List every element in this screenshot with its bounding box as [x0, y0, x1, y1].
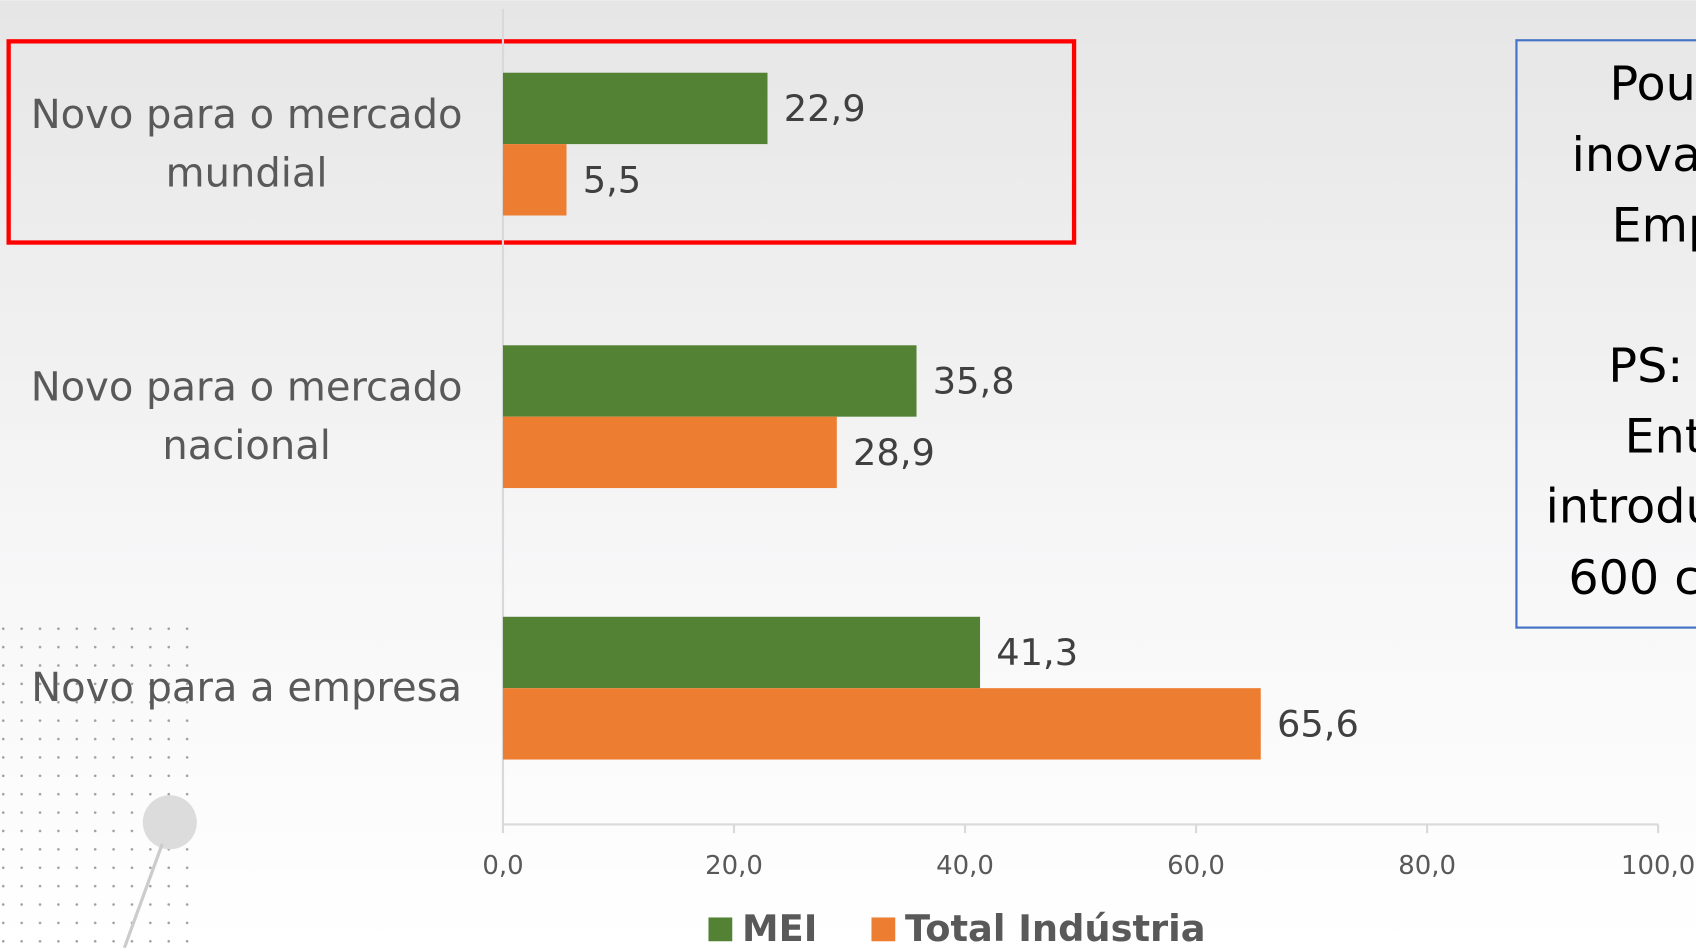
note-text: introdu: [1546, 480, 1696, 535]
data-label: 65,6: [1277, 703, 1359, 746]
note-text: 600 c: [1568, 551, 1696, 606]
note-text: inova: [1572, 128, 1696, 183]
category-wrap: Novo para o mercado mundial: [9, 58, 485, 231]
bar: [502, 416, 837, 489]
legend-label: Total Indústria: [905, 907, 1206, 948]
legend-swatch: [871, 917, 896, 942]
y-tick-label: Novo para o mercado nacional: [30, 363, 463, 469]
category-wrap: Novo para a empresa: [9, 602, 485, 775]
note-text: PS:: [1608, 339, 1683, 394]
bar: [502, 688, 1261, 760]
decor-line: [122, 843, 164, 948]
data-label: 41,3: [996, 631, 1078, 674]
x-tick-label: 80,0: [1398, 851, 1456, 881]
category-wrap: Novo para o mercado nacional: [9, 330, 485, 503]
category-label-box: Novo para o mercado mundial: [9, 58, 485, 231]
x-tick-label: 40,0: [936, 851, 994, 881]
decor-circle: [142, 795, 197, 850]
data-label: 22,9: [784, 87, 866, 130]
note-text: Ent: [1625, 409, 1696, 464]
legend-swatch: [708, 917, 733, 942]
highlight-box: [6, 39, 1077, 245]
y-tick-label: Novo para a empresa: [31, 664, 462, 711]
category-label-box: Novo para a empresa: [9, 602, 485, 775]
data-label: 35,8: [933, 360, 1015, 403]
category-label-box: Novo para o mercado nacional: [9, 330, 485, 503]
note-text: Pou: [1609, 57, 1695, 112]
bar: [502, 72, 768, 145]
x-tick-label: 0,0: [482, 851, 523, 881]
x-tick-label: 100,0: [1621, 851, 1695, 881]
bar: [502, 345, 917, 417]
dot-pattern: [0, 625, 195, 948]
x-tick-label: 20,0: [705, 851, 763, 881]
bar: [502, 616, 981, 689]
data-label: 28,9: [853, 431, 935, 474]
bar: [502, 144, 567, 216]
data-label: 5,5: [583, 158, 641, 201]
y-tick-label: Novo para o mercado mundial: [30, 91, 463, 197]
x-tick-label: 60,0: [1167, 851, 1225, 881]
note-box: [1515, 39, 1696, 629]
legend-label: MEI: [742, 907, 817, 948]
note-text: Emp: [1612, 198, 1696, 253]
